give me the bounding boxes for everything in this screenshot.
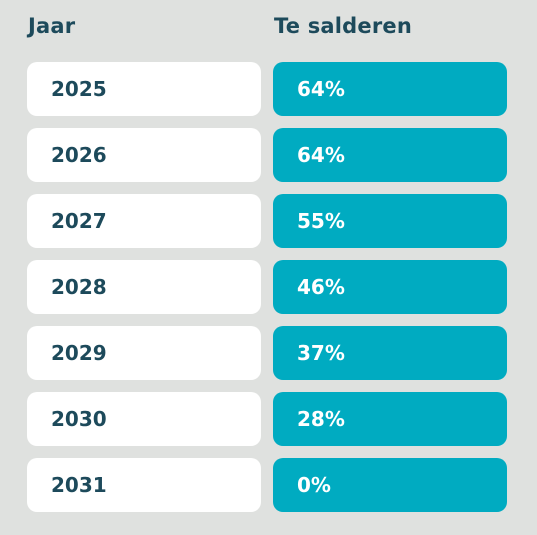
year-cell: 2028 (27, 260, 261, 314)
net-metering-table: 2025 64% 2026 64% 2027 55% 2028 46% 2029… (27, 62, 507, 524)
table-row: 2029 37% (27, 326, 507, 380)
table-row: 2026 64% (27, 128, 507, 182)
table-row: 2031 0% (27, 458, 507, 512)
year-cell: 2027 (27, 194, 261, 248)
percent-cell: 55% (273, 194, 507, 248)
percent-cell: 64% (273, 62, 507, 116)
column-header-net-metering: Te salderen (274, 14, 412, 38)
year-cell: 2030 (27, 392, 261, 446)
year-cell: 2025 (27, 62, 261, 116)
year-cell: 2029 (27, 326, 261, 380)
percent-cell: 64% (273, 128, 507, 182)
percent-cell: 37% (273, 326, 507, 380)
percent-cell: 46% (273, 260, 507, 314)
percent-cell: 0% (273, 458, 507, 512)
table-row: 2028 46% (27, 260, 507, 314)
percent-cell: 28% (273, 392, 507, 446)
column-header-year: Jaar (28, 14, 76, 38)
year-cell: 2026 (27, 128, 261, 182)
year-cell: 2031 (27, 458, 261, 512)
table-row: 2027 55% (27, 194, 507, 248)
table-row: 2025 64% (27, 62, 507, 116)
table-row: 2030 28% (27, 392, 507, 446)
